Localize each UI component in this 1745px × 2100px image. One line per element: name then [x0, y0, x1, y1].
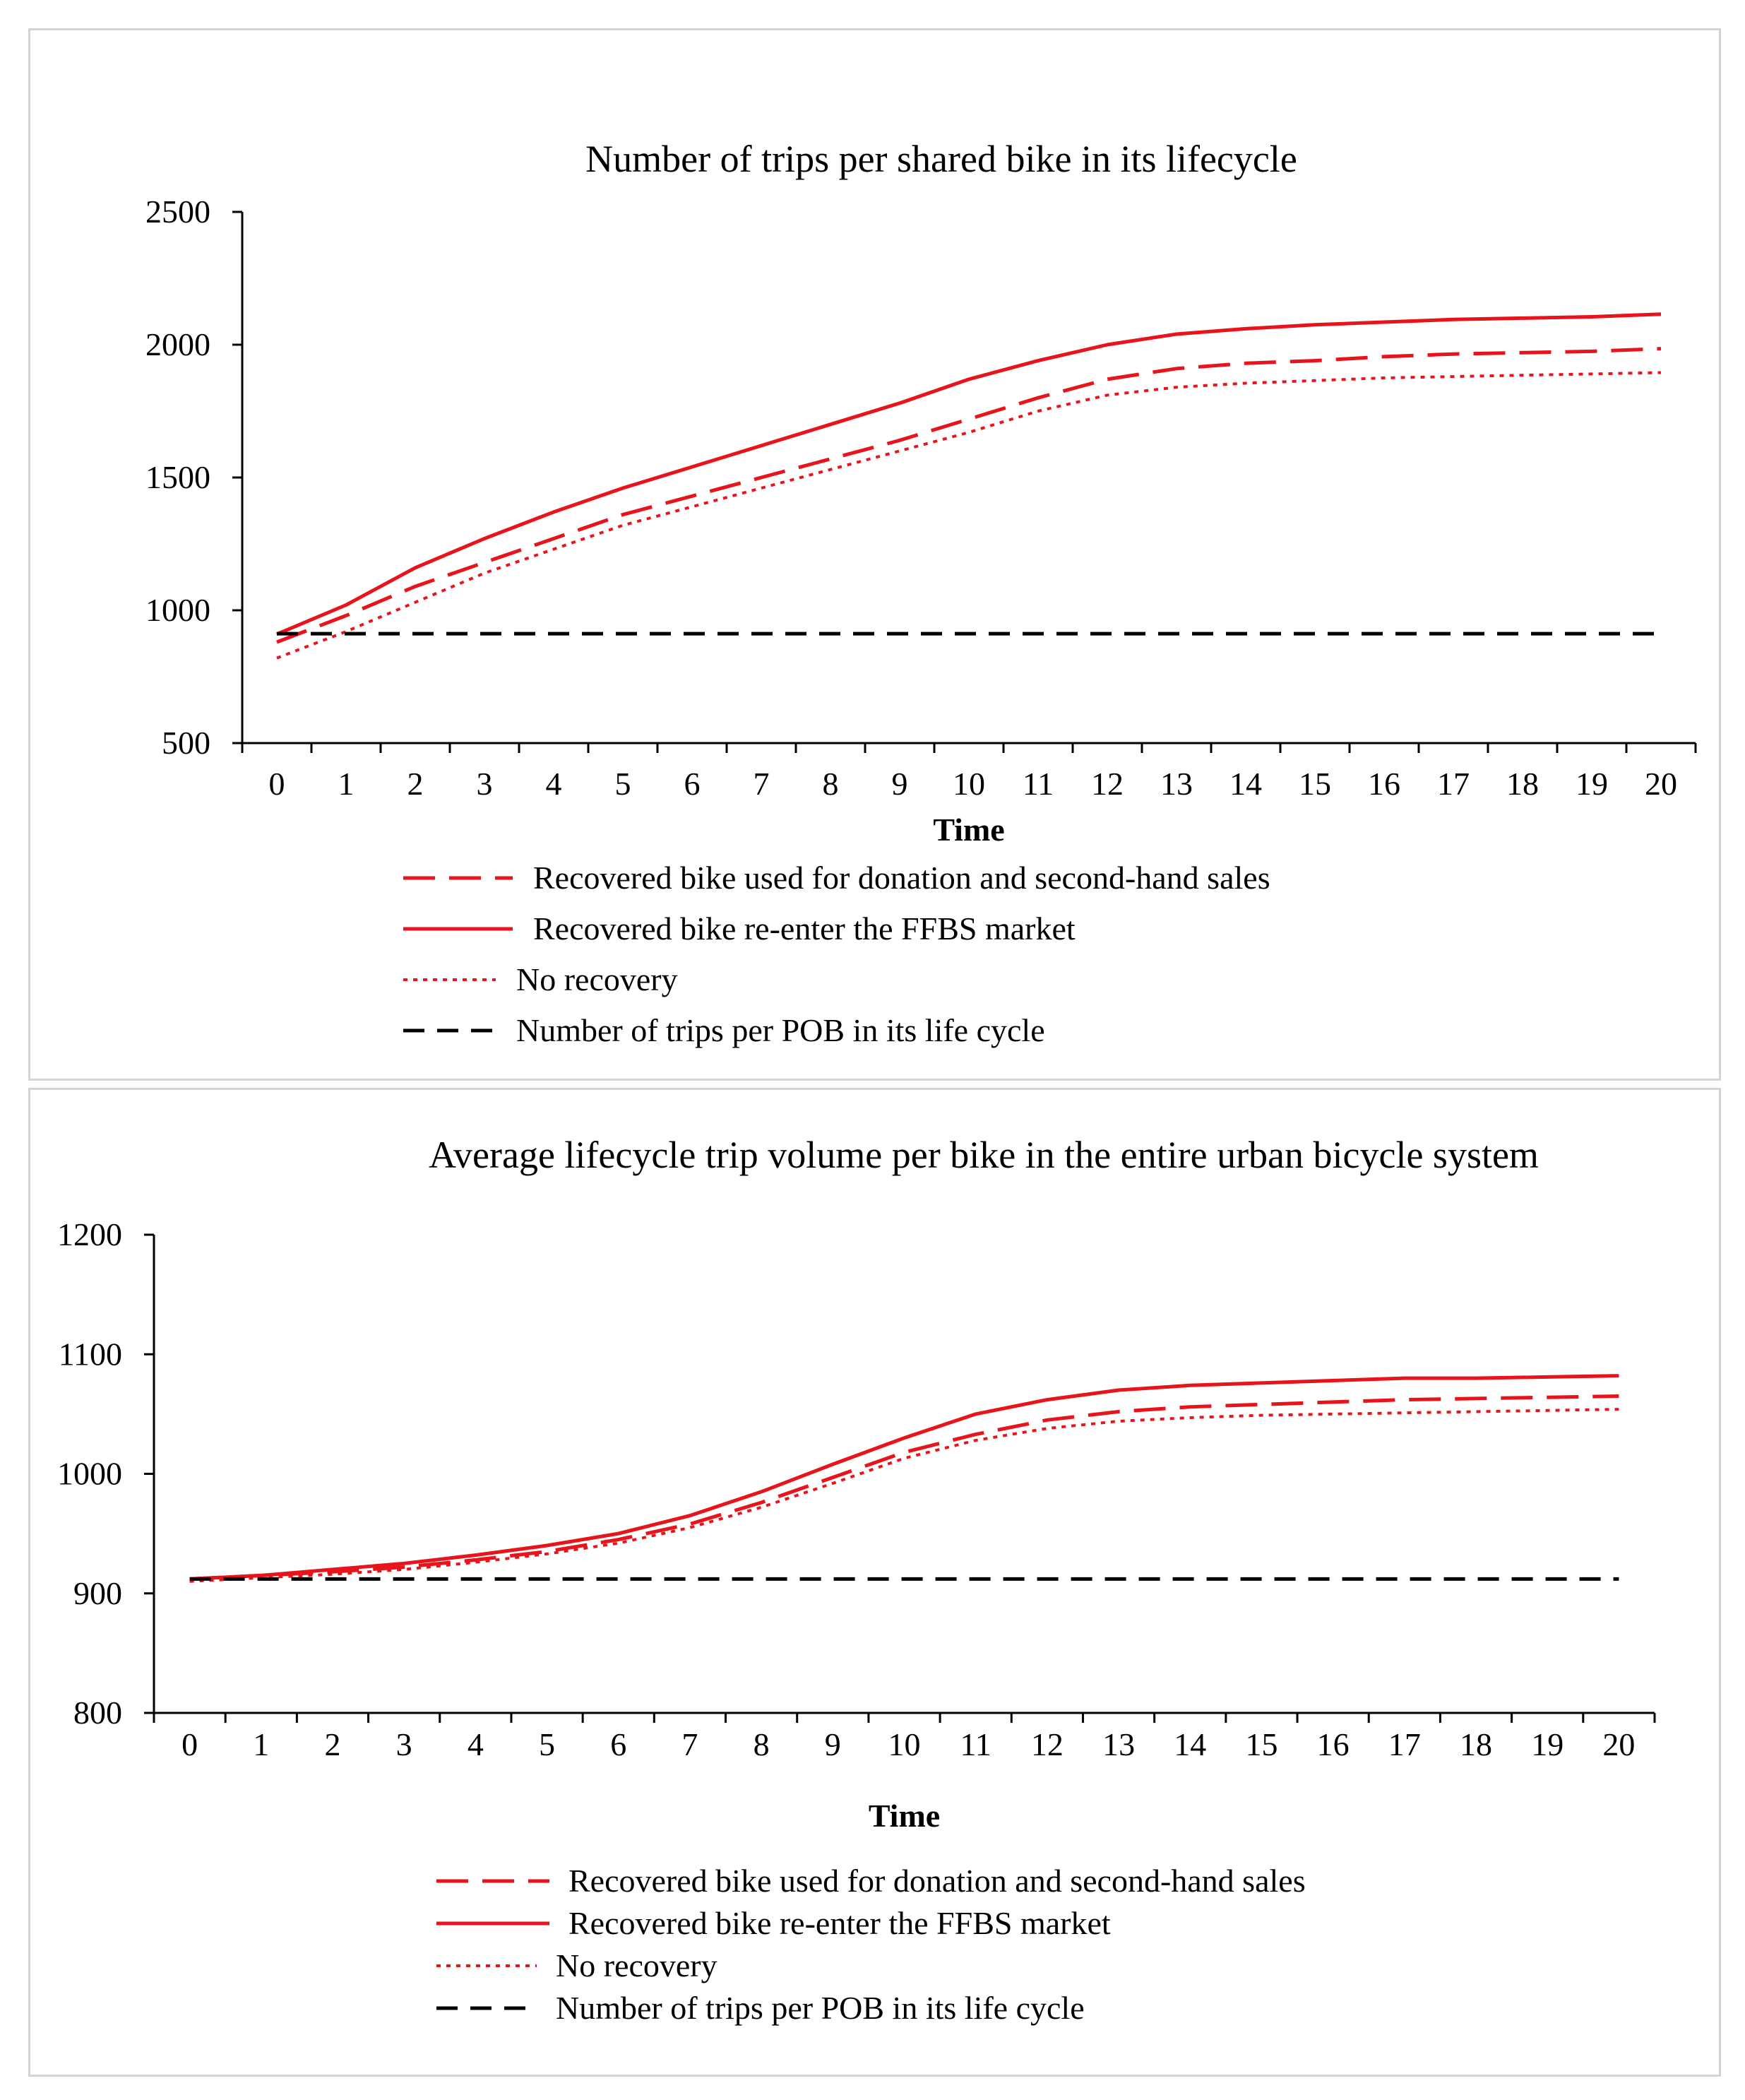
x-tick-label: 6 — [684, 766, 701, 802]
x-tick-label: 10 — [953, 766, 985, 802]
legend-label: Recovered bike re-enter the FFBS market — [568, 1905, 1111, 1941]
x-tick-label: 11 — [960, 1726, 991, 1762]
legend-label: Recovered bike used for donation and sec… — [568, 1863, 1306, 1899]
y-tick-label: 500 — [162, 725, 210, 761]
x-tick-label: 4 — [546, 766, 562, 802]
x-tick-label: 15 — [1245, 1726, 1278, 1762]
x-tick-label: 1 — [253, 1726, 269, 1762]
x-tick-label: 20 — [1602, 1726, 1635, 1762]
chart-panel-average-lifecycle-trip-volume: Average lifecycle trip volume per bike i… — [28, 1088, 1721, 2077]
x-tick-label: 15 — [1299, 766, 1331, 802]
x-tick-label: 16 — [1317, 1726, 1350, 1762]
x-tick-label: 3 — [396, 1726, 412, 1762]
y-tick-label: 2500 — [145, 194, 210, 230]
x-tick-label: 10 — [888, 1726, 921, 1762]
x-tick-label: 7 — [754, 766, 770, 802]
x-axis-label: Time — [869, 1798, 940, 1834]
chart-panel-trips-per-shared-bike: Number of trips per shared bike in its l… — [28, 28, 1721, 1081]
legend-label: No recovery — [516, 961, 678, 997]
x-tick-label: 11 — [1023, 766, 1054, 802]
x-tick-label: 20 — [1645, 766, 1677, 802]
series-line-3 — [276, 371, 1662, 660]
chart-trips-per-shared-bike: Number of trips per shared bike in its l… — [145, 138, 1697, 1048]
x-tick-label: 19 — [1576, 766, 1608, 802]
x-tick-label: 14 — [1229, 766, 1262, 802]
y-tick-label: 800 — [73, 1695, 122, 1731]
x-tick-label: 1 — [338, 766, 355, 802]
legend-label: Recovered bike re-enter the FFBS market — [533, 910, 1076, 947]
x-tick-label: 19 — [1531, 1726, 1564, 1762]
x-tick-label: 18 — [1460, 1726, 1492, 1762]
x-tick-label: 5 — [539, 1726, 555, 1762]
y-tick-label: 1200 — [57, 1216, 122, 1252]
x-tick-label: 5 — [615, 766, 631, 802]
x-tick-label: 9 — [892, 766, 908, 802]
chart-title: Number of trips per shared bike in its l… — [585, 138, 1297, 180]
x-tick-label: 3 — [477, 766, 493, 802]
series-line-1 — [276, 347, 1662, 644]
legend-label: Recovered bike used for donation and sec… — [533, 860, 1270, 896]
series-line-1 — [189, 1394, 1619, 1581]
x-tick-label: 12 — [1091, 766, 1124, 802]
x-tick-label: 12 — [1031, 1726, 1064, 1762]
y-tick-label: 1100 — [59, 1336, 122, 1372]
y-tick-label: 900 — [73, 1575, 122, 1611]
x-tick-label: 6 — [610, 1726, 626, 1762]
x-tick-label: 17 — [1437, 766, 1470, 802]
x-tick-label: 0 — [269, 766, 285, 802]
y-tick-label: 1000 — [57, 1456, 122, 1492]
x-tick-label: 9 — [825, 1726, 841, 1762]
series-line-3 — [189, 1408, 1619, 1583]
series-line-2 — [276, 312, 1662, 636]
series-line-2 — [189, 1374, 1619, 1581]
y-tick-label: 1000 — [145, 592, 210, 628]
x-tick-label: 8 — [754, 1726, 770, 1762]
x-axis-label: Time — [933, 812, 1004, 848]
x-tick-label: 18 — [1506, 766, 1539, 802]
x-tick-label: 7 — [681, 1726, 698, 1762]
legend-label: Number of trips per POB in its life cycl… — [556, 1990, 1085, 2026]
x-tick-label: 13 — [1102, 1726, 1135, 1762]
x-tick-label: 14 — [1174, 1726, 1206, 1762]
x-tick-label: 2 — [324, 1726, 340, 1762]
y-tick-label: 1500 — [145, 459, 210, 495]
chart-title: Average lifecycle trip volume per bike i… — [429, 1134, 1539, 1176]
x-tick-label: 8 — [823, 766, 839, 802]
x-tick-label: 17 — [1388, 1726, 1421, 1762]
legend-label: Number of trips per POB in its life cycl… — [516, 1012, 1045, 1048]
chart-average-lifecycle-trip-volume: Average lifecycle trip volume per bike i… — [57, 1134, 1656, 2026]
x-tick-label: 13 — [1160, 766, 1193, 802]
x-tick-label: 2 — [407, 766, 424, 802]
x-tick-label: 16 — [1368, 766, 1400, 802]
y-tick-label: 2000 — [145, 326, 210, 362]
x-tick-label: 4 — [467, 1726, 484, 1762]
legend-label: No recovery — [556, 1947, 717, 1983]
x-tick-label: 0 — [181, 1726, 198, 1762]
